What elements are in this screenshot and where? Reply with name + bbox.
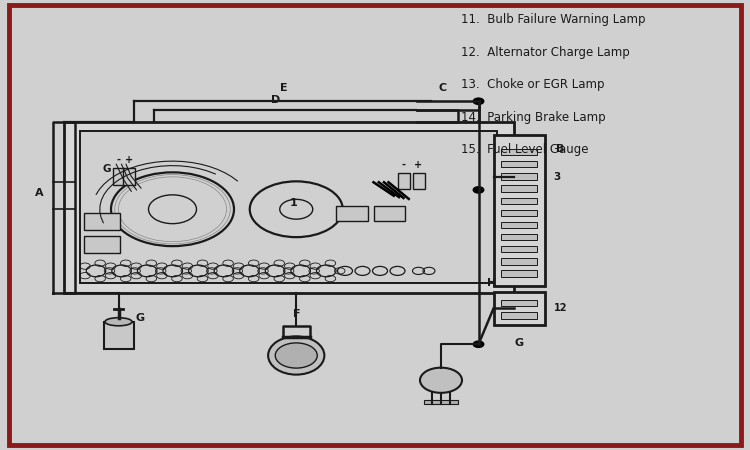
Bar (424, 400, 458, 404)
Text: 3: 3 (554, 172, 561, 182)
Text: 13.  Choke or EGR Lamp: 13. Choke or EGR Lamp (461, 78, 604, 91)
Ellipse shape (268, 337, 324, 374)
Text: D: D (272, 95, 280, 105)
Circle shape (275, 343, 317, 368)
Bar (494, 292, 544, 325)
Text: 1: 1 (290, 198, 298, 208)
Bar (104, 322, 134, 349)
Text: 14.  Parking Brake Lamp: 14. Parking Brake Lamp (461, 111, 606, 124)
Text: +: + (415, 160, 422, 170)
Bar (501, 300, 537, 306)
Bar (398, 173, 410, 189)
Text: 12.  Alternator Charge Lamp: 12. Alternator Charge Lamp (461, 46, 630, 59)
Circle shape (473, 187, 484, 193)
Ellipse shape (105, 318, 132, 326)
Circle shape (420, 368, 462, 393)
Text: 11.  Bulb Failure Warning Lamp: 11. Bulb Failure Warning Lamp (461, 14, 646, 27)
Text: 15.  Fuel Level Gauge: 15. Fuel Level Gauge (461, 143, 589, 156)
Text: A: A (34, 189, 44, 198)
Bar (501, 222, 537, 228)
Bar (374, 206, 405, 220)
Bar (84, 213, 120, 230)
Bar (501, 198, 537, 204)
Text: +: + (125, 155, 133, 165)
Bar (501, 173, 537, 180)
Bar (64, 122, 514, 292)
Bar (413, 173, 424, 189)
Bar (80, 131, 497, 283)
Bar (501, 270, 537, 277)
Bar (501, 210, 537, 216)
Bar (84, 236, 120, 253)
Bar (501, 246, 537, 252)
Text: H: H (488, 279, 496, 288)
Text: G: G (514, 338, 523, 348)
Bar (112, 168, 125, 184)
Text: C: C (439, 83, 446, 93)
Bar (501, 185, 537, 192)
Bar (501, 149, 537, 155)
Bar (501, 258, 537, 265)
Circle shape (473, 98, 484, 104)
Bar (494, 135, 544, 286)
Text: -: - (401, 160, 406, 170)
Text: B: B (556, 144, 564, 154)
Text: G: G (102, 164, 111, 174)
Text: G: G (135, 313, 144, 323)
Circle shape (473, 341, 484, 347)
Bar (501, 161, 537, 167)
Bar (501, 312, 537, 319)
Text: F: F (292, 309, 300, 319)
Text: -: - (116, 155, 121, 165)
Bar (336, 206, 368, 220)
Text: E: E (280, 83, 287, 93)
Bar (501, 234, 537, 240)
Bar (123, 168, 135, 184)
Text: 12: 12 (554, 303, 567, 314)
